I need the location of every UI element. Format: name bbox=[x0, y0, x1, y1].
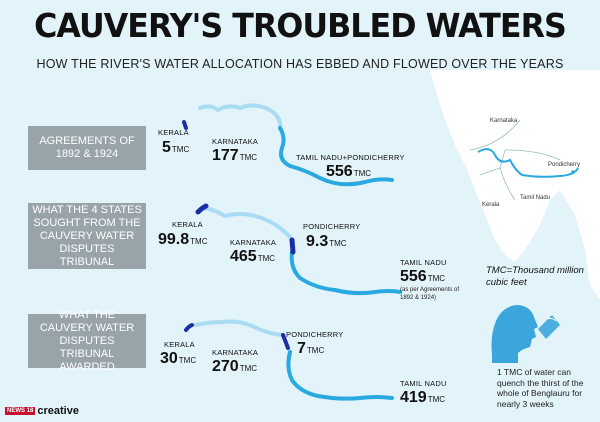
river-karnataka-3 bbox=[194, 319, 284, 337]
karnataka-name-2: KARNATAKA bbox=[230, 238, 277, 247]
cauvery-map-river bbox=[477, 148, 579, 178]
pondicherry-name-2: PONDICHERRY bbox=[303, 222, 361, 231]
pondicherry-value-2: 9.3TMC bbox=[306, 233, 347, 250]
river-section-2 bbox=[195, 203, 402, 296]
karnataka-name-3: KARNATAKA bbox=[212, 348, 259, 357]
karnataka-value-3: 270TMC bbox=[212, 358, 258, 375]
river-kerala-3 bbox=[184, 323, 194, 332]
tamilnadu-value-1: 556TMC bbox=[326, 163, 372, 180]
india-landmass bbox=[430, 70, 600, 300]
karnataka-name-1: KARNATAKA bbox=[212, 137, 259, 146]
tamilnadu-name-3: TAMIL NADU bbox=[400, 379, 447, 388]
river-section-1 bbox=[182, 103, 394, 187]
pondicherry-value-3: 7TMC bbox=[297, 340, 325, 357]
section-label-1: AGREEMENTS OF 1892 & 1924 bbox=[28, 126, 146, 170]
kerala-name-3: KERALA bbox=[164, 340, 195, 349]
brand-badge: NEWS 18 bbox=[5, 407, 36, 415]
tamilnadu-note-2: (as per Agreements of 1892 & 1924) bbox=[400, 287, 460, 301]
kerala-value-2: 99.8TMC bbox=[158, 231, 208, 248]
kerala-name-2: KERALA bbox=[172, 220, 203, 229]
river-tamilnadu-3 bbox=[286, 350, 394, 401]
kerala-name-1: KERALA bbox=[158, 128, 189, 137]
river-kerala-2 bbox=[195, 203, 209, 215]
map-label-tamilnadu: Tamil Nadu bbox=[520, 195, 551, 201]
river-tamilnadu-1 bbox=[278, 126, 394, 187]
river-pondicherry-2 bbox=[289, 237, 296, 255]
section-label-3: WHAT THE CAUVERY WATER DISPUTES TRIBUNAL… bbox=[28, 309, 146, 373]
pondicherry-dot bbox=[571, 170, 575, 174]
map-label-karnataka: Karnataka bbox=[490, 118, 518, 124]
river-karnataka-2 bbox=[203, 206, 294, 242]
map-label-kerala: Kerala bbox=[482, 202, 500, 208]
karnataka-value-2: 465TMC bbox=[230, 248, 276, 265]
state-borders bbox=[469, 119, 561, 201]
tamilnadu-value-3: 419TMC bbox=[400, 389, 446, 406]
map-label-pondicherry: Pondicherry bbox=[548, 162, 581, 168]
brand-name: creative bbox=[37, 405, 79, 417]
section-label-2: WHAT THE 4 STATES SOUGHT FROM THE CAUVER… bbox=[28, 203, 146, 269]
tamilnadu-name-1: TAMIL NADU+PONDICHERRY bbox=[296, 153, 405, 162]
river-karnataka-1 bbox=[198, 103, 283, 130]
river-pondicherry-3 bbox=[281, 333, 290, 350]
quench-note: 1 TMC of water can quench the thirst of … bbox=[497, 367, 584, 409]
tamilnadu-value-2: 556TMC bbox=[400, 268, 446, 285]
drinking-person-icon bbox=[491, 305, 560, 363]
brand-logo: NEWS 18 creative bbox=[5, 405, 79, 417]
river-section-3 bbox=[184, 319, 394, 401]
river-kerala-1 bbox=[182, 120, 188, 130]
page-title: CAUVERY'S TROUBLED WATERS bbox=[34, 6, 567, 45]
river-tamilnadu-2 bbox=[289, 250, 402, 296]
pondicherry-name-3: PONDICHERRY bbox=[286, 330, 344, 339]
tmc-definition: TMC=Thousand million cubic feet bbox=[486, 265, 584, 288]
karnataka-value-1: 177TMC bbox=[212, 147, 258, 164]
kerala-value-3: 30TMC bbox=[160, 350, 197, 367]
page-subtitle: HOW THE RIVER'S WATER ALLOCATION HAS EBB… bbox=[36, 57, 564, 71]
kerala-value-1: 5TMC bbox=[162, 139, 190, 156]
tamilnadu-name-2: TAMIL NADU bbox=[400, 258, 447, 267]
